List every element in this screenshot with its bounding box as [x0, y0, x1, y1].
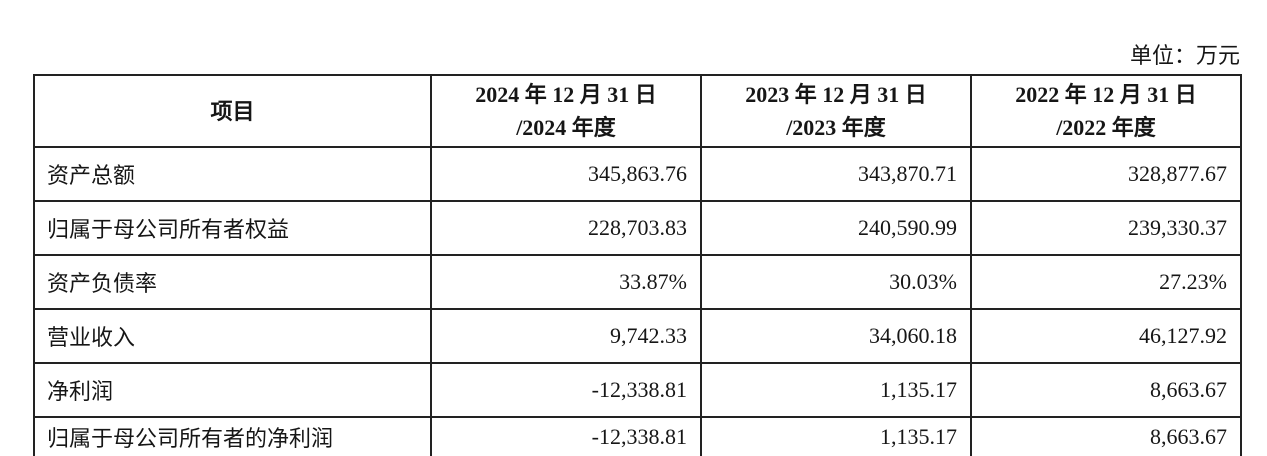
row-value-2024: -12,338.81: [430, 362, 702, 418]
row-value-2022: 27.23%: [970, 254, 1242, 310]
table-row-net-profit: 净利润 -12,338.81 1,135.17 8,663.67: [33, 362, 1242, 418]
column-header-2023-line2: /2023 年度: [786, 115, 886, 140]
table-row-revenue: 营业收入 9,742.33 34,060.18 46,127.92: [33, 308, 1242, 364]
table-row-debt-ratio: 资产负债率 33.87% 30.03% 27.23%: [33, 254, 1242, 310]
column-header-2024: 2024 年 12 月 31 日 /2024 年度: [430, 74, 702, 148]
row-item-label: 归属于母公司所有者权益: [33, 200, 432, 256]
column-header-item: 项目: [33, 74, 432, 148]
row-value-2023: 34,060.18: [700, 308, 972, 364]
column-header-2022-line2: /2022 年度: [1056, 115, 1156, 140]
column-header-2023-line1: 2023 年 12 月 31 日: [745, 82, 927, 107]
row-value-2022: 8,663.67: [970, 416, 1242, 456]
column-header-2024-line1: 2024 年 12 月 31 日: [475, 82, 657, 107]
row-value-2022: 328,877.67: [970, 146, 1242, 202]
row-value-2024: 228,703.83: [430, 200, 702, 256]
unit-label: 单位：万元: [1129, 43, 1240, 68]
financial-summary-table: 项目 2024 年 12 月 31 日 /2024 年度 2023 年 12 月…: [33, 74, 1242, 456]
row-value-2022: 8,663.67: [970, 362, 1242, 418]
table-header-row: 项目 2024 年 12 月 31 日 /2024 年度 2023 年 12 月…: [33, 74, 1242, 148]
row-value-2023: 343,870.71: [700, 146, 972, 202]
row-value-2023: 1,135.17: [700, 362, 972, 418]
row-value-2024: 33.87%: [430, 254, 702, 310]
row-value-2023: 240,590.99: [700, 200, 972, 256]
column-header-2022: 2022 年 12 月 31 日 /2022 年度: [970, 74, 1242, 148]
column-header-2024-line2: /2024 年度: [516, 115, 616, 140]
row-value-2023: 30.03%: [700, 254, 972, 310]
column-header-2023: 2023 年 12 月 31 日 /2023 年度: [700, 74, 972, 148]
column-header-item-label: 项目: [210, 98, 255, 124]
row-item-label: 净利润: [33, 362, 432, 418]
row-item-label: 资产负债率: [33, 254, 432, 310]
row-item-label: 归属于母公司所有者的净利润: [33, 416, 432, 456]
row-item-label: 营业收入: [33, 308, 432, 364]
row-item-label: 资产总额: [33, 146, 432, 202]
table-row-parent-equity: 归属于母公司所有者权益 228,703.83 240,590.99 239,33…: [33, 200, 1242, 256]
table-row-parent-net-profit: 归属于母公司所有者的净利润 -12,338.81 1,135.17 8,663.…: [33, 416, 1242, 456]
table-row-total-assets: 资产总额 345,863.76 343,870.71 328,877.67: [33, 146, 1242, 202]
row-value-2024: -12,338.81: [430, 416, 702, 456]
row-value-2024: 345,863.76: [430, 146, 702, 202]
row-value-2024: 9,742.33: [430, 308, 702, 364]
row-value-2022: 239,330.37: [970, 200, 1242, 256]
row-value-2023: 1,135.17: [700, 416, 972, 456]
column-header-2022-line1: 2022 年 12 月 31 日: [1015, 82, 1197, 107]
row-value-2022: 46,127.92: [970, 308, 1242, 364]
